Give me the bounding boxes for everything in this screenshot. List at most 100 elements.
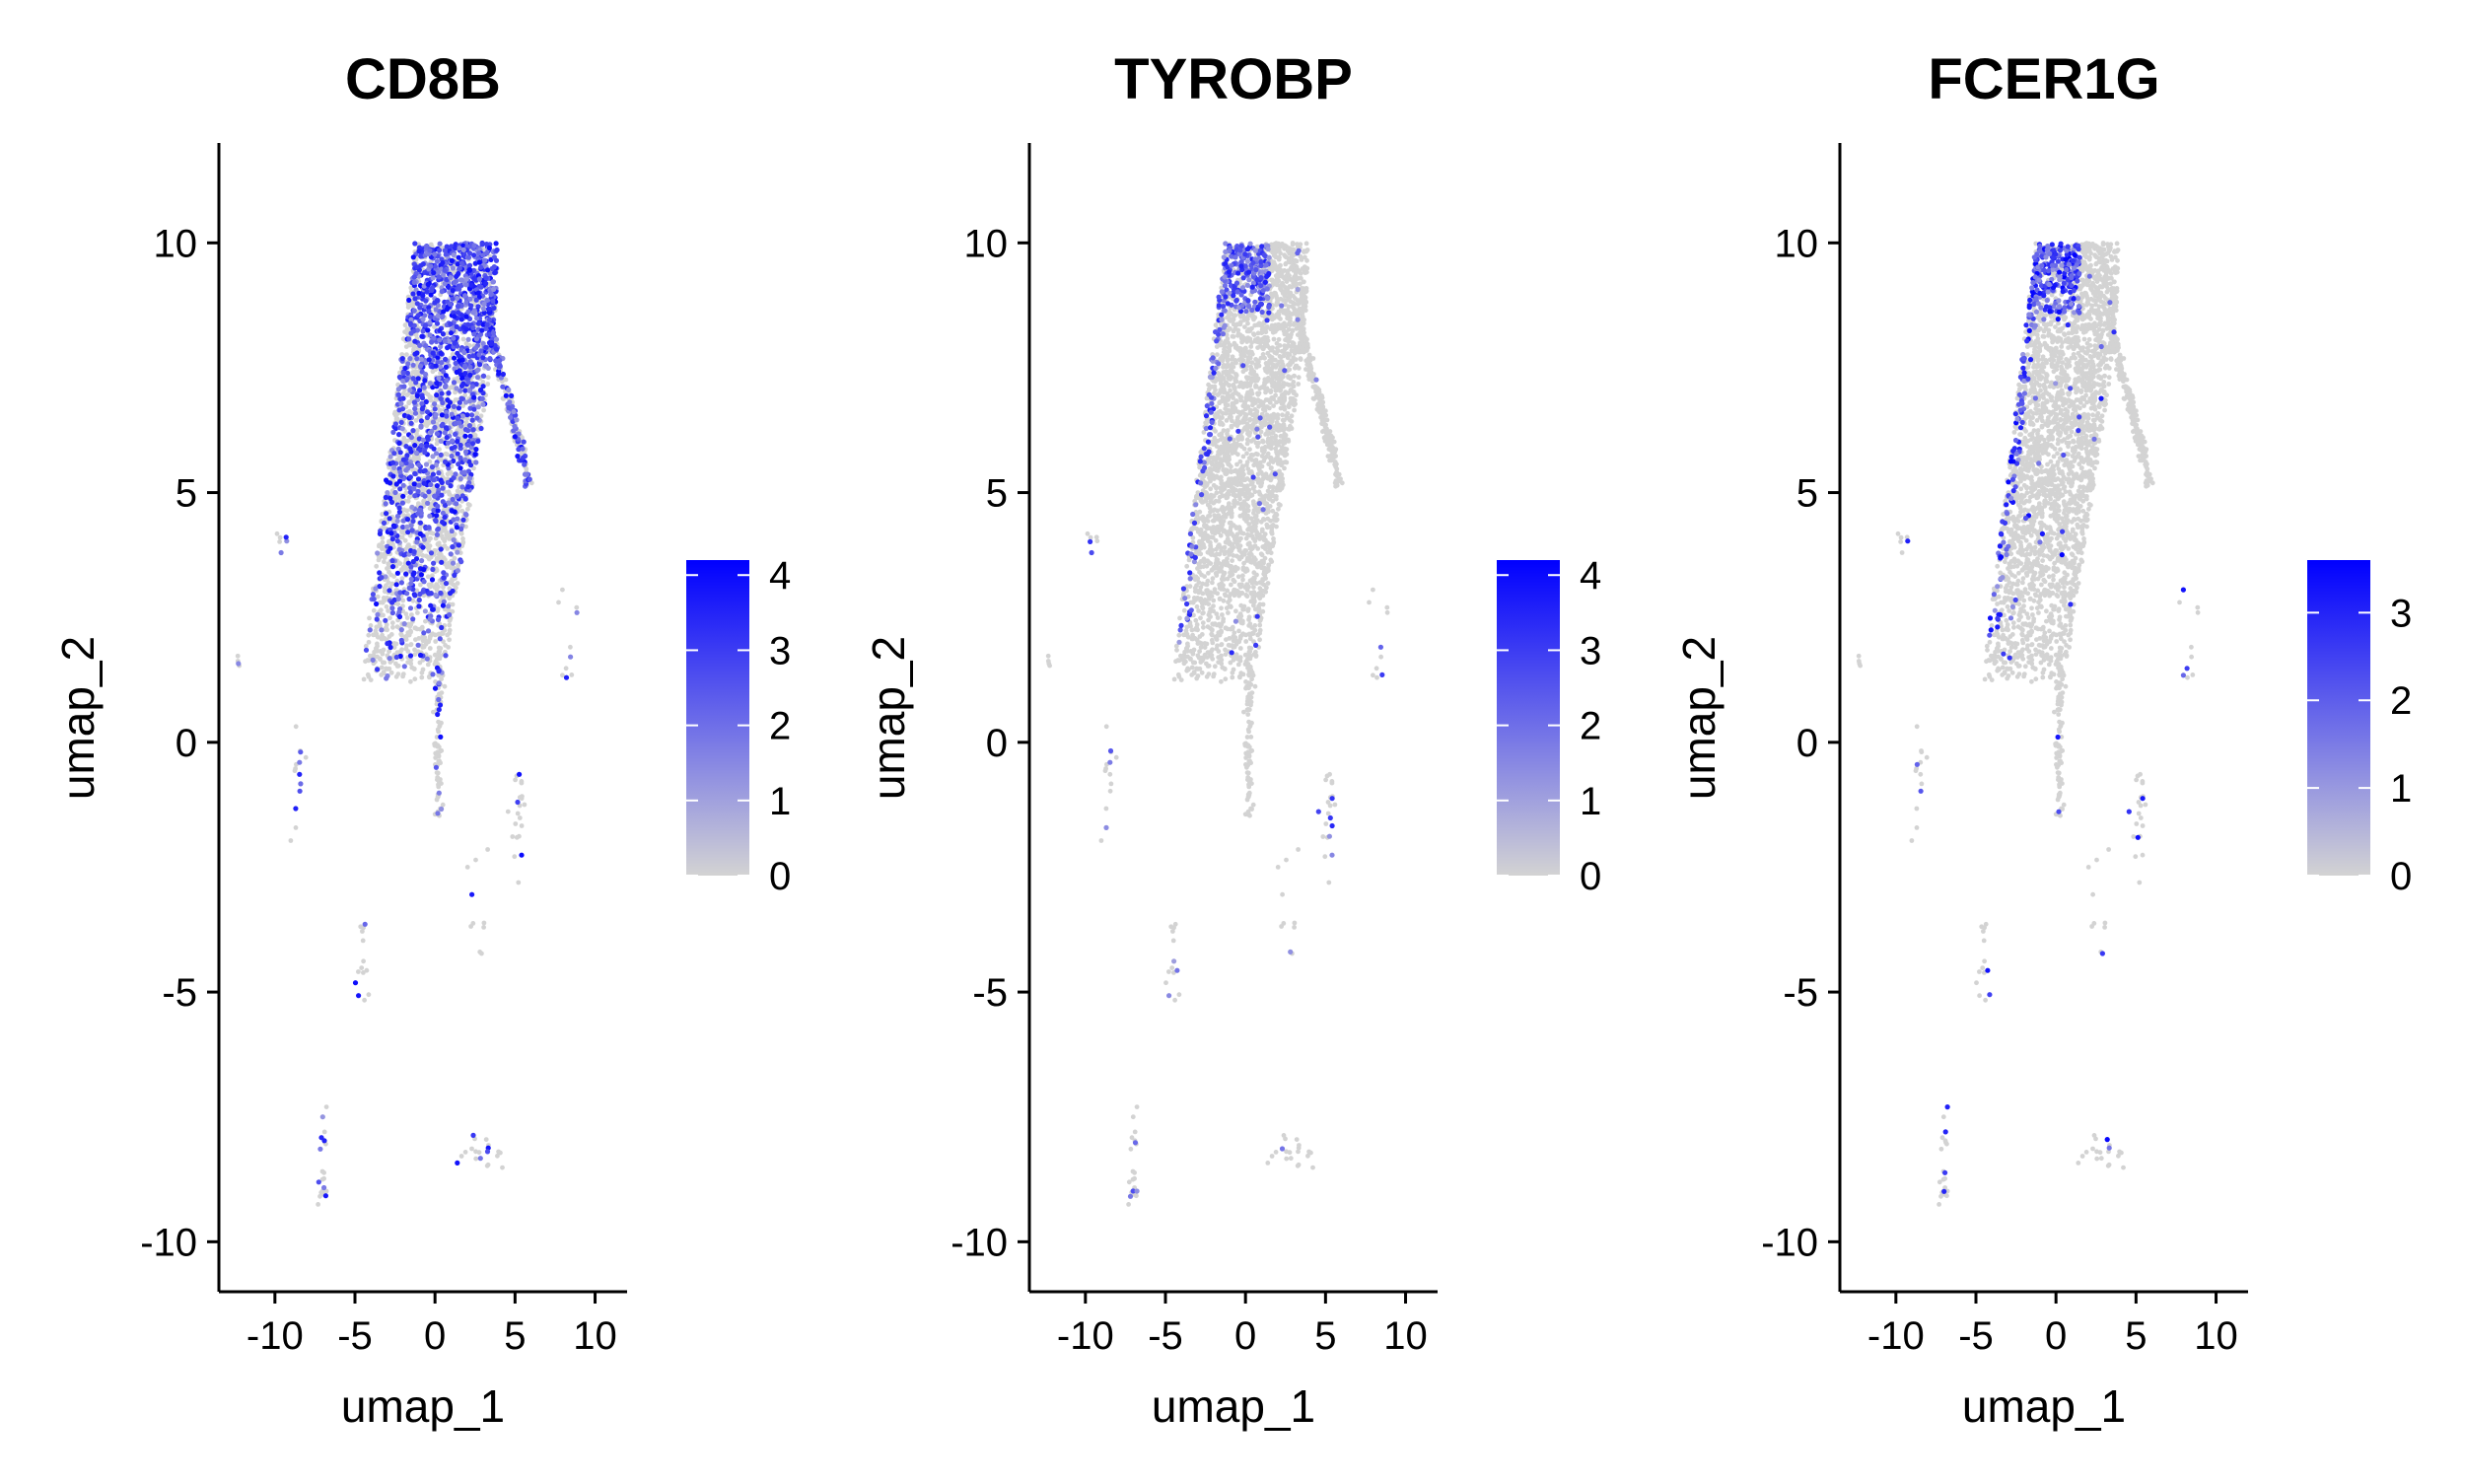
cell-point-expressed	[426, 282, 431, 287]
cell-point	[569, 672, 574, 677]
cell-point-expressed	[384, 495, 388, 500]
cell-point-expressed	[478, 426, 483, 431]
cell-point-expressed	[480, 252, 485, 257]
cell-point	[1256, 471, 1261, 476]
cell-point	[1232, 504, 1236, 509]
cell-point	[1280, 412, 1285, 417]
cell-point-expressed	[443, 385, 448, 389]
cell-point-expressed	[452, 573, 457, 578]
cell-point-expressed	[487, 318, 492, 322]
cell-point-expressed	[451, 561, 456, 566]
cell-point	[316, 1202, 320, 1207]
cell-point	[477, 1150, 482, 1155]
cell-point	[362, 998, 367, 1003]
cell-point-expressed	[440, 289, 445, 294]
cell-point	[447, 637, 452, 642]
plot-title: CD8B	[345, 47, 501, 111]
cell-point-expressed	[507, 399, 512, 404]
cell-point-expressed	[427, 247, 432, 252]
cell-point-expressed	[374, 601, 379, 606]
cell-point-expressed	[476, 321, 481, 326]
cell-point-expressed	[463, 282, 468, 287]
cell-point-expressed	[409, 505, 414, 510]
cell-point-expressed	[422, 494, 427, 499]
cell-point	[383, 636, 387, 641]
cell-point-expressed	[428, 482, 433, 487]
cell-point-expressed	[487, 307, 492, 312]
cell-point-expressed	[422, 579, 427, 584]
cell-point-expressed	[431, 270, 436, 275]
cell-point-expressed	[439, 360, 444, 365]
cell-point	[439, 721, 444, 726]
plot-title: TYROBP	[1114, 47, 1353, 111]
cell-point-expressed	[426, 628, 431, 633]
cell-point	[516, 881, 521, 885]
cell-point-expressed	[449, 330, 454, 335]
cell-point	[420, 625, 425, 630]
cell-point	[426, 574, 431, 579]
cell-point-expressed	[447, 501, 452, 506]
cell-point	[1211, 599, 1216, 603]
y-tick-label: 0	[176, 722, 197, 765]
cell-point	[459, 531, 464, 536]
cell-point	[408, 630, 413, 635]
cell-point	[560, 588, 565, 593]
cell-point	[428, 646, 433, 651]
colorbar-label: 4	[769, 554, 791, 598]
cell-point-expressed	[511, 428, 516, 433]
cell-point-expressed	[528, 477, 532, 482]
cell-point	[289, 838, 294, 843]
cell-point-expressed	[317, 1179, 321, 1184]
cell-point-expressed	[449, 483, 454, 488]
cell-point	[482, 921, 487, 926]
cell-point-expressed	[474, 415, 479, 420]
cell-point-expressed	[485, 1149, 490, 1154]
cell-point	[415, 627, 420, 632]
cell-point-expressed	[454, 386, 458, 390]
cell-point-expressed	[353, 980, 358, 985]
cell-point-expressed	[435, 712, 440, 717]
cell-point-expressed	[480, 402, 485, 407]
cell-point-expressed	[420, 406, 425, 411]
cell-point-expressed	[440, 520, 445, 525]
cell-point-expressed	[375, 550, 380, 555]
cell-point	[1208, 486, 1213, 491]
cell-point-expressed	[501, 372, 506, 377]
cell-point-expressed	[430, 454, 435, 459]
cell-point	[422, 645, 427, 650]
cell-point-expressed	[443, 459, 448, 464]
cell-point-expressed	[470, 325, 475, 330]
cell-point	[1191, 652, 1196, 657]
cell-point-expressed	[433, 686, 438, 691]
cell-point-expressed	[471, 310, 476, 315]
cell-point-expressed	[513, 434, 518, 439]
cell-point-expressed	[458, 456, 463, 460]
cell-point-expressed	[399, 420, 404, 425]
cell-point-expressed	[471, 427, 476, 432]
cell-point-expressed	[397, 375, 402, 380]
cell-point-expressed	[482, 302, 487, 307]
cell-point-expressed	[471, 407, 476, 412]
cell-point	[486, 375, 491, 380]
cell-point-expressed	[364, 648, 369, 653]
cell-point-expressed	[473, 345, 478, 350]
cell-point-expressed	[431, 477, 436, 482]
cell-point-expressed	[388, 455, 393, 459]
cell-point	[481, 925, 486, 930]
cell-point	[461, 337, 466, 342]
cell-point	[1223, 676, 1228, 681]
cell-point-expressed	[403, 572, 408, 577]
cell-point-expressed	[440, 412, 445, 417]
cell-point-expressed	[421, 438, 426, 443]
cell-point-expressed	[407, 388, 412, 392]
cell-point-expressed	[459, 384, 464, 389]
cell-point	[359, 965, 364, 970]
cell-point	[1292, 408, 1297, 413]
cell-point	[446, 471, 451, 476]
cell-point-expressed	[440, 314, 445, 318]
cell-point	[448, 628, 453, 633]
cell-point-expressed	[462, 434, 467, 439]
cell-point	[1250, 402, 1255, 407]
cell-point-expressed	[481, 307, 486, 312]
